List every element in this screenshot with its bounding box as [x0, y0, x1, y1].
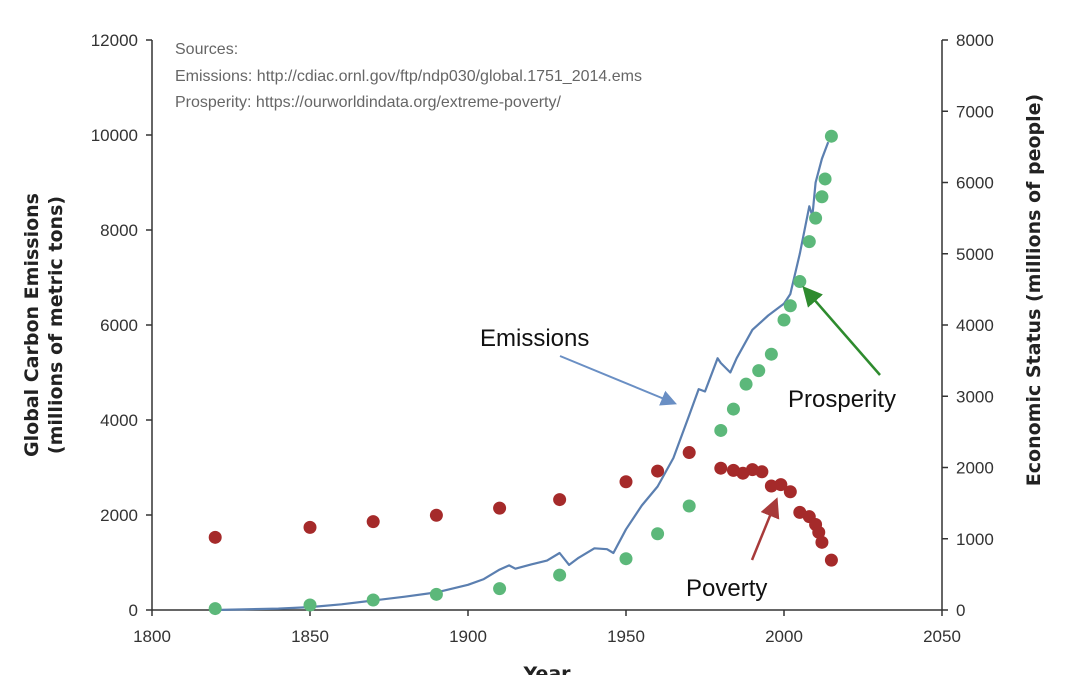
point-poverty: [815, 535, 829, 549]
point-prosperity: [764, 347, 778, 361]
point-poverty: [682, 446, 696, 460]
point-prosperity: [783, 299, 797, 313]
x-tick-label: 1850: [291, 627, 329, 646]
x-tick-label: 2050: [923, 627, 961, 646]
y-right-tick-label: 4000: [956, 316, 994, 335]
y-right-tick-label: 2000: [956, 459, 994, 478]
point-prosperity: [815, 190, 829, 204]
x-tick-label: 1900: [449, 627, 487, 646]
point-poverty: [783, 485, 797, 499]
left-axis-title-line2: (millions of metric tons): [45, 196, 67, 454]
point-prosperity: [651, 527, 665, 541]
y-left-tick-label: 0: [129, 601, 138, 620]
point-prosperity: [752, 364, 766, 378]
annotation-prosperity-arrow: [802, 285, 881, 376]
point-poverty: [714, 461, 728, 475]
y-left-tick-label: 10000: [91, 126, 138, 145]
point-prosperity: [824, 129, 838, 143]
point-poverty: [755, 465, 769, 479]
y-right-tick-label: 6000: [956, 174, 994, 193]
x-tick-label: 1800: [133, 627, 171, 646]
annotation-emissions-arrow: [559, 355, 677, 406]
x-axis-title: Year: [522, 663, 571, 675]
series-line-emissions: [215, 141, 830, 612]
y-left-tick-label: 12000: [91, 31, 138, 50]
point-prosperity: [809, 211, 823, 225]
point-prosperity: [303, 598, 317, 612]
y-right-tick-label: 3000: [956, 387, 994, 406]
annotation-poverty-arrow: [750, 497, 780, 561]
y-left-tick-label: 8000: [100, 221, 138, 240]
right-axis-title: Economic Status (millions of people): [1023, 94, 1045, 486]
point-prosperity: [726, 402, 740, 416]
sources-heading: Sources:: [175, 41, 238, 58]
point-prosperity: [429, 587, 443, 601]
left-axis-title-line1: Global Carbon Emissions: [21, 193, 43, 457]
annotation-emissions: Emissions: [480, 325, 589, 352]
y-left-tick-label: 6000: [100, 316, 138, 335]
point-poverty: [553, 493, 567, 507]
y-right-tick-label: 7000: [956, 102, 994, 121]
point-poverty: [774, 478, 788, 492]
point-poverty: [366, 515, 380, 529]
point-poverty: [619, 475, 633, 489]
point-prosperity: [802, 235, 816, 249]
point-prosperity: [493, 582, 507, 596]
y-right-tick-label: 0: [956, 601, 965, 620]
point-prosperity: [739, 377, 753, 391]
x-tick-label: 2000: [765, 627, 803, 646]
y-left-tick-label: 4000: [100, 411, 138, 430]
point-prosperity: [619, 552, 633, 566]
sources-prosperity: Prosperity: https://ourworldindata.org/e…: [175, 94, 562, 111]
annotation-poverty: Poverty: [686, 575, 767, 602]
point-poverty: [208, 530, 222, 544]
point-prosperity: [208, 602, 222, 616]
point-poverty: [493, 501, 507, 515]
point-prosperity: [714, 423, 728, 437]
point-prosperity: [366, 593, 380, 607]
x-tick-label: 1950: [607, 627, 645, 646]
point-poverty: [303, 520, 317, 534]
point-poverty: [824, 553, 838, 567]
point-prosperity: [777, 313, 791, 327]
sources-emissions: Emissions: http://cdiac.ornl.gov/ftp/ndp…: [175, 68, 642, 85]
point-poverty: [812, 525, 826, 539]
annotation-prosperity: Prosperity: [788, 386, 896, 413]
point-prosperity: [793, 275, 807, 289]
y-right-tick-label: 5000: [956, 245, 994, 264]
y-right-tick-label: 8000: [956, 31, 994, 50]
point-prosperity: [818, 172, 832, 186]
point-prosperity: [682, 499, 696, 513]
y-left-tick-label: 2000: [100, 506, 138, 525]
point-poverty: [429, 508, 443, 522]
point-prosperity: [553, 568, 567, 582]
y-right-tick-label: 1000: [956, 530, 994, 549]
point-poverty: [651, 464, 665, 478]
